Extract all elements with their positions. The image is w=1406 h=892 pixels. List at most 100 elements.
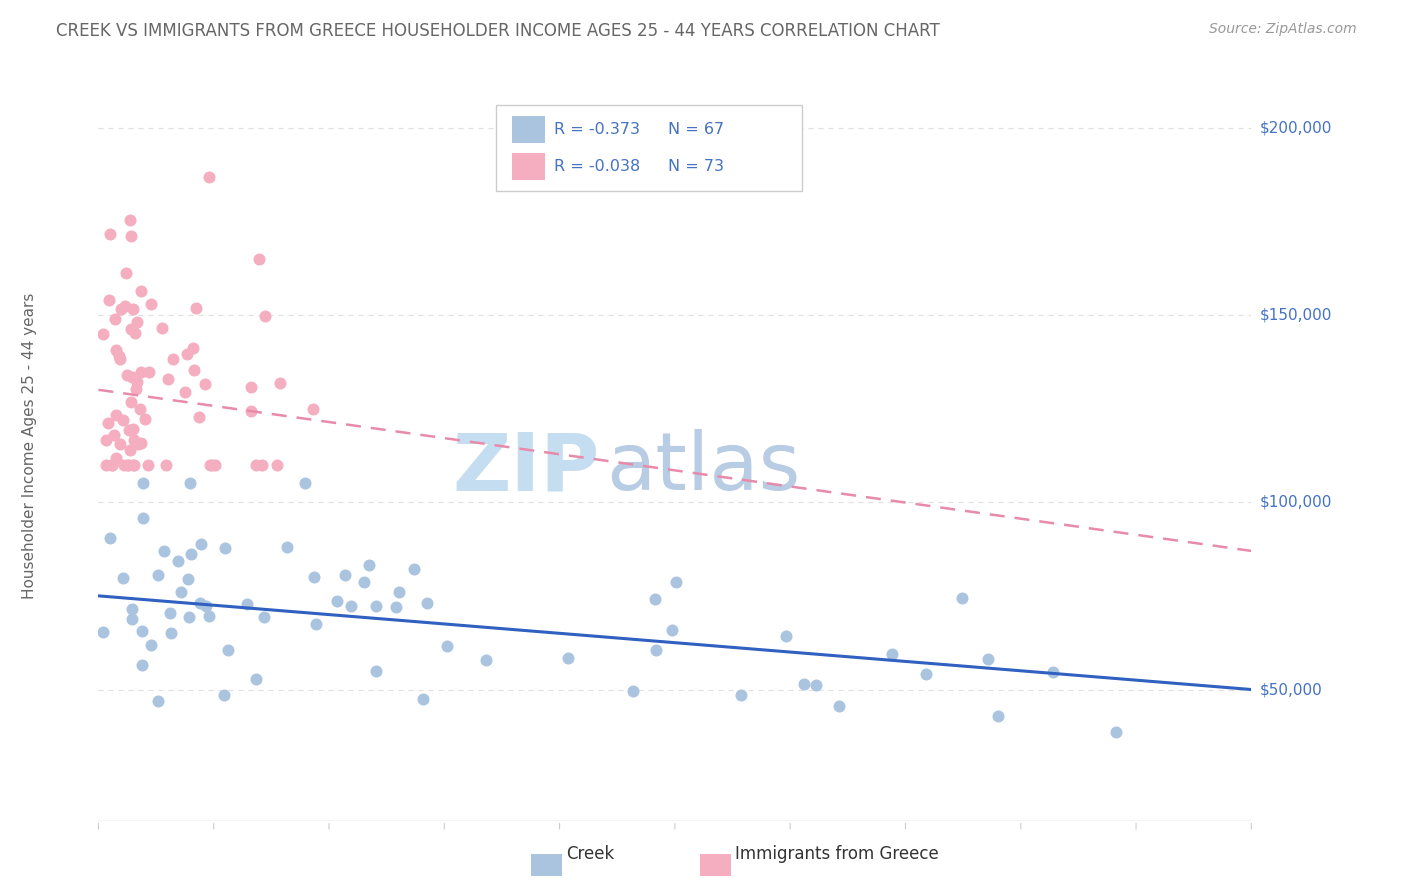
- Point: [104, 408, 127, 422]
- Point: [269, 376, 291, 390]
- Point: [245, 458, 267, 472]
- Point: [112, 458, 135, 472]
- Point: [160, 626, 183, 640]
- Point: [177, 610, 200, 624]
- Point: [177, 572, 200, 586]
- Text: Creek: Creek: [567, 846, 614, 863]
- Text: Immigrants from Greece: Immigrants from Greece: [735, 846, 939, 863]
- Point: [105, 450, 128, 465]
- Point: [132, 510, 155, 524]
- Point: [104, 311, 127, 326]
- Point: [828, 699, 851, 714]
- Point: [111, 571, 134, 585]
- Point: [122, 458, 145, 472]
- Point: [97, 416, 120, 430]
- Point: [138, 365, 160, 379]
- Point: [661, 624, 683, 638]
- Point: [101, 458, 124, 472]
- Point: [120, 228, 142, 243]
- Point: [276, 540, 298, 554]
- Point: [100, 458, 122, 472]
- Point: [131, 624, 153, 638]
- Point: [105, 343, 128, 357]
- Point: [304, 570, 326, 584]
- Text: $150,000: $150,000: [1260, 308, 1333, 322]
- Point: [188, 409, 211, 424]
- Text: ZIP: ZIP: [453, 429, 600, 508]
- Point: [644, 591, 666, 606]
- Point: [118, 442, 141, 457]
- Point: [475, 653, 498, 667]
- Point: [121, 602, 143, 616]
- Text: CREEK VS IMMIGRANTS FROM GREECE HOUSEHOLDER INCOME AGES 25 - 44 YEARS CORRELATIO: CREEK VS IMMIGRANTS FROM GREECE HOUSEHOL…: [56, 22, 941, 40]
- Text: Source: ZipAtlas.com: Source: ZipAtlas.com: [1209, 22, 1357, 37]
- Point: [302, 402, 325, 417]
- Point: [665, 574, 688, 589]
- Point: [96, 458, 118, 472]
- Point: [176, 347, 198, 361]
- Point: [98, 227, 121, 241]
- Text: $50,000: $50,000: [1260, 682, 1323, 697]
- Point: [124, 326, 146, 341]
- Text: atlas: atlas: [606, 429, 800, 508]
- Point: [167, 554, 190, 568]
- Point: [240, 380, 263, 394]
- Point: [127, 376, 149, 390]
- Point: [150, 320, 173, 334]
- Text: R = -0.038: R = -0.038: [554, 159, 640, 174]
- Point: [129, 435, 152, 450]
- Text: $100,000: $100,000: [1260, 495, 1333, 509]
- Point: [146, 568, 169, 582]
- Point: [115, 368, 138, 383]
- Point: [412, 692, 434, 706]
- Point: [294, 476, 316, 491]
- Point: [359, 558, 381, 572]
- Point: [250, 458, 273, 472]
- Point: [775, 629, 797, 643]
- Point: [162, 351, 184, 366]
- FancyBboxPatch shape: [512, 116, 544, 144]
- Point: [384, 600, 406, 615]
- Point: [122, 433, 145, 447]
- Point: [194, 377, 217, 392]
- Point: [139, 638, 162, 652]
- Point: [157, 372, 180, 386]
- Point: [98, 531, 121, 545]
- Point: [108, 350, 131, 364]
- Point: [127, 437, 149, 451]
- Point: [364, 664, 387, 678]
- Point: [108, 437, 131, 451]
- Point: [91, 326, 114, 341]
- Point: [110, 302, 132, 317]
- Point: [1042, 665, 1064, 679]
- Point: [204, 458, 226, 472]
- Point: [180, 547, 202, 561]
- Point: [118, 213, 141, 227]
- Point: [125, 382, 148, 396]
- Point: [212, 688, 235, 702]
- Point: [333, 568, 356, 582]
- Point: [136, 458, 159, 472]
- Point: [247, 252, 270, 266]
- Point: [882, 647, 904, 661]
- Point: [117, 458, 139, 472]
- Point: [190, 536, 212, 550]
- Point: [120, 394, 142, 409]
- Point: [236, 598, 259, 612]
- Point: [159, 607, 181, 621]
- Point: [118, 423, 141, 437]
- Text: $200,000: $200,000: [1260, 120, 1333, 135]
- Point: [139, 297, 162, 311]
- Point: [94, 433, 117, 447]
- Text: R = -0.373: R = -0.373: [554, 122, 640, 137]
- Point: [186, 301, 208, 316]
- Point: [121, 422, 143, 436]
- Point: [366, 599, 388, 613]
- Point: [253, 609, 276, 624]
- Point: [188, 596, 211, 610]
- Point: [557, 651, 579, 665]
- Point: [128, 401, 150, 416]
- Point: [340, 599, 363, 614]
- Point: [804, 678, 827, 692]
- Point: [121, 611, 143, 625]
